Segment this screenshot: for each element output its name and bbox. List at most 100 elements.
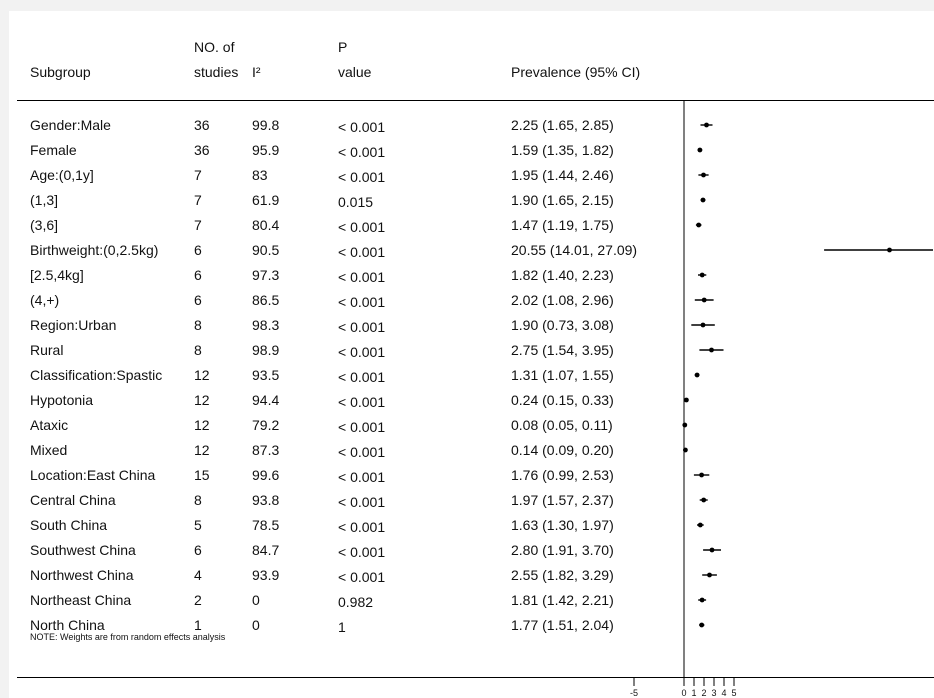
row-i2-value: 97.3 <box>252 267 280 283</box>
row-studies-count: 1 <box>194 617 202 633</box>
row-p-value: < 0.001 <box>338 269 386 285</box>
point-estimate <box>682 422 688 428</box>
x-axis-tick-label: 0 <box>681 688 686 698</box>
row-studies-count: 12 <box>194 442 210 458</box>
row-p-value: 0.015 <box>338 194 374 210</box>
point-estimate <box>699 597 705 603</box>
point-estimate <box>697 147 703 153</box>
row-prevalence-ci: 1.47 (1.19, 1.75) <box>511 217 614 233</box>
row-subgroup-label: Northeast China <box>30 592 132 608</box>
row-i2-value: 84.7 <box>252 542 280 558</box>
row-subgroup-label: Northwest China <box>30 567 134 583</box>
point-estimate <box>696 222 702 228</box>
row-prevalence-ci: 1.81 (1.42, 2.21) <box>511 592 614 608</box>
row-studies-count: 6 <box>194 292 202 308</box>
row-i2-value: 90.5 <box>252 242 280 258</box>
row-prevalence-ci: 1.82 (1.40, 2.23) <box>511 267 614 283</box>
row-prevalence-ci: 1.59 (1.35, 1.82) <box>511 142 614 158</box>
row-studies-count: 7 <box>194 167 202 183</box>
header-studies: studies <box>194 64 239 80</box>
row-subgroup-label: Location:East China <box>30 467 156 483</box>
row-prevalence-ci: 2.75 (1.54, 3.95) <box>511 342 614 358</box>
row-i2-value: 78.5 <box>252 517 280 533</box>
row-subgroup-label: (1,3] <box>30 192 59 208</box>
row-i2-value: 93.9 <box>252 567 280 583</box>
row-p-value: < 0.001 <box>338 469 386 485</box>
row-i2-value: 93.8 <box>252 492 280 508</box>
row-p-value: < 0.001 <box>338 119 386 135</box>
row-studies-count: 2 <box>194 592 202 608</box>
row-prevalence-ci: 1.63 (1.30, 1.97) <box>511 517 614 533</box>
row-p-value: < 0.001 <box>338 394 386 410</box>
row-prevalence-ci: 2.55 (1.82, 3.29) <box>511 567 614 583</box>
row-subgroup-label: Southwest China <box>30 542 136 558</box>
point-estimate <box>707 572 712 578</box>
header-no-of: NO. of <box>194 39 235 55</box>
row-p-value: < 0.001 <box>338 219 386 235</box>
point-estimate <box>697 522 703 528</box>
row-studies-count: 5 <box>194 517 202 533</box>
header-prevalence: Prevalence (95% CI) <box>511 64 641 80</box>
row-subgroup-label: Ataxic <box>30 417 69 433</box>
row-p-value: < 0.001 <box>338 319 386 335</box>
point-estimate <box>684 397 689 403</box>
row-prevalence-ci: 1.76 (0.99, 2.53) <box>511 467 614 483</box>
row-i2-value: 79.2 <box>252 417 280 433</box>
row-subgroup-label: (3,6] <box>30 217 59 233</box>
row-p-value: < 0.001 <box>338 444 386 460</box>
row-i2-value: 99.8 <box>252 117 280 133</box>
row-p-value: 1 <box>338 619 346 635</box>
weights-note: NOTE: Weights are from random effects an… <box>30 632 226 642</box>
row-p-value: < 0.001 <box>338 519 386 535</box>
point-estimate <box>701 297 707 303</box>
row-prevalence-ci: 1.77 (1.51, 2.04) <box>511 617 614 633</box>
row-subgroup-label: (4,+) <box>30 292 60 308</box>
row-studies-count: 7 <box>194 192 202 208</box>
row-subgroup-label: Birthweight:(0,2.5kg) <box>30 242 159 258</box>
row-studies-count: 6 <box>194 267 202 283</box>
row-prevalence-ci: 0.14 (0.09, 0.20) <box>511 442 614 458</box>
row-prevalence-ci: 1.95 (1.44, 2.46) <box>511 167 614 183</box>
row-subgroup-label: Central China <box>30 492 116 508</box>
point-estimate <box>709 547 715 553</box>
row-subgroup-label: Classification:Spastic <box>30 367 163 383</box>
row-studies-count: 8 <box>194 342 202 358</box>
row-p-value: < 0.001 <box>338 369 386 385</box>
row-p-value: < 0.001 <box>338 144 386 160</box>
row-prevalence-ci: 2.02 (1.08, 2.96) <box>511 292 614 308</box>
row-studies-count: 6 <box>194 542 202 558</box>
row-i2-value: 86.5 <box>252 292 280 308</box>
row-studies-count: 12 <box>194 417 210 433</box>
row-subgroup-label: Female <box>30 142 77 158</box>
row-studies-count: 36 <box>194 117 210 133</box>
header-p: P <box>338 39 348 55</box>
row-studies-count: 12 <box>194 392 210 408</box>
x-axis-tick-label: 1 <box>691 688 696 698</box>
row-studies-count: 7 <box>194 217 202 233</box>
x-axis-rule <box>17 677 934 678</box>
row-i2-value: 0 <box>252 617 260 633</box>
row-prevalence-ci: 1.97 (1.57, 2.37) <box>511 492 614 508</box>
row-subgroup-label: Rural <box>30 342 64 358</box>
row-studies-count: 6 <box>194 242 202 258</box>
row-p-value: < 0.001 <box>338 344 386 360</box>
row-studies-count: 4 <box>194 567 202 583</box>
row-p-value: < 0.001 <box>338 544 386 560</box>
row-prevalence-ci: 20.55 (14.01, 27.09) <box>511 242 638 258</box>
point-estimate <box>887 247 892 253</box>
forest-plot-panel <box>9 11 934 698</box>
row-p-value: < 0.001 <box>338 169 386 185</box>
row-subgroup-label: Region:Urban <box>30 317 117 333</box>
header-rule <box>17 100 934 101</box>
header-i2: I² <box>252 64 261 80</box>
point-estimate <box>683 447 688 453</box>
row-i2-value: 87.3 <box>252 442 280 458</box>
row-prevalence-ci: 0.24 (0.15, 0.33) <box>511 392 614 408</box>
row-prevalence-ci: 2.25 (1.65, 2.85) <box>511 117 614 133</box>
point-estimate <box>701 172 706 178</box>
row-i2-value: 98.3 <box>252 317 280 333</box>
row-subgroup-label: South China <box>30 517 108 533</box>
row-studies-count: 36 <box>194 142 210 158</box>
row-i2-value: 61.9 <box>252 192 280 208</box>
